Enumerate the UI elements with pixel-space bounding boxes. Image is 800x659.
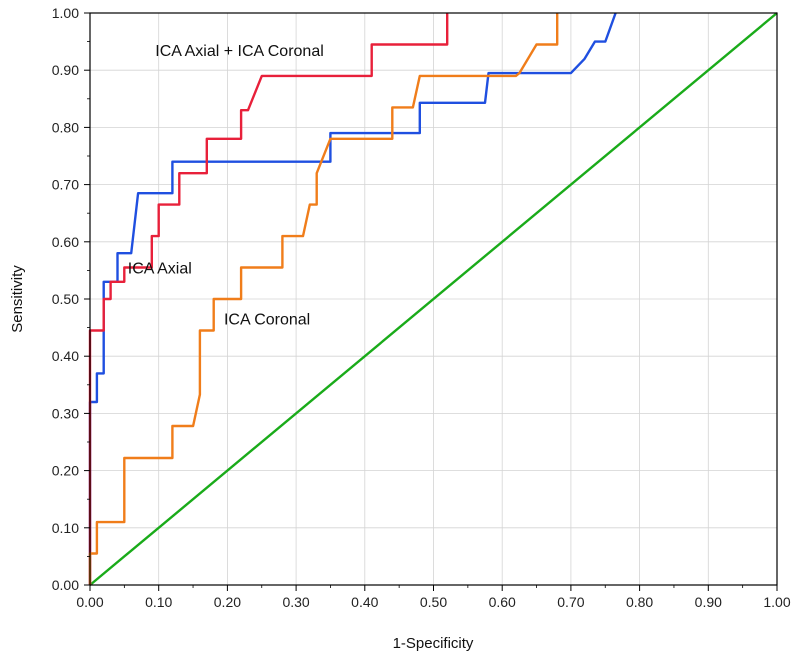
x-tick-label: 0.30 (282, 594, 309, 610)
y-tick-label: 0.50 (52, 291, 79, 307)
y-tick-label: 0.10 (52, 520, 79, 536)
curve-annotations: ICA Axial + ICA Coronal ICA Axial ICA Coro… (128, 43, 324, 329)
x-tick-label: 0.10 (145, 594, 172, 610)
y-axis-tick-labels: 0.00 0.10 0.20 0.30 0.40 0.50 0.60 0.70 0.80 0.90… (52, 5, 79, 593)
y-tick-label: 0.80 (52, 119, 79, 135)
y-tick-label: 0.60 (52, 234, 79, 250)
y-tick-label: 0.20 (52, 463, 79, 479)
y-tick-label: 0.00 (52, 577, 79, 593)
x-axis-title: 1-Specificity (393, 635, 474, 652)
x-tick-label: 0.50 (420, 594, 447, 610)
series-line-axial_coronal (88, 13, 449, 585)
annotation-axial: ICA Axial (128, 260, 192, 277)
x-tick-label: 0.80 (626, 594, 653, 610)
series-line-axial (88, 12, 617, 585)
y-tick-label: 0.70 (52, 177, 79, 193)
y-tick-label: 1.00 (52, 5, 79, 21)
annotation-coronal: ICA Coronal (224, 312, 310, 329)
x-tick-label: 0.90 (695, 594, 722, 610)
x-tick-label: 1.00 (763, 594, 790, 610)
annotation-axial_coronal: ICA Axial + ICA Coronal (155, 43, 324, 60)
x-tick-label: 0.70 (557, 594, 584, 610)
axis-ticks (84, 12, 778, 591)
y-tick-label: 0.30 (52, 405, 79, 421)
x-axis-tick-labels: 0.00 0.10 0.20 0.30 0.40 0.50 0.60 0.70 0.80 0.90… (76, 594, 790, 610)
x-tick-label: 0.00 (76, 594, 103, 610)
y-tick-label: 0.40 (52, 348, 79, 364)
series-line-coronal (88, 13, 559, 585)
y-axis-title: Sensitivity (9, 265, 26, 333)
series-layer (88, 12, 778, 586)
x-tick-label: 0.40 (351, 594, 378, 610)
x-tick-label: 0.60 (489, 594, 516, 610)
series-line-reference (89, 12, 778, 586)
y-tick-label: 0.90 (52, 62, 79, 78)
x-tick-label: 0.20 (214, 594, 241, 610)
